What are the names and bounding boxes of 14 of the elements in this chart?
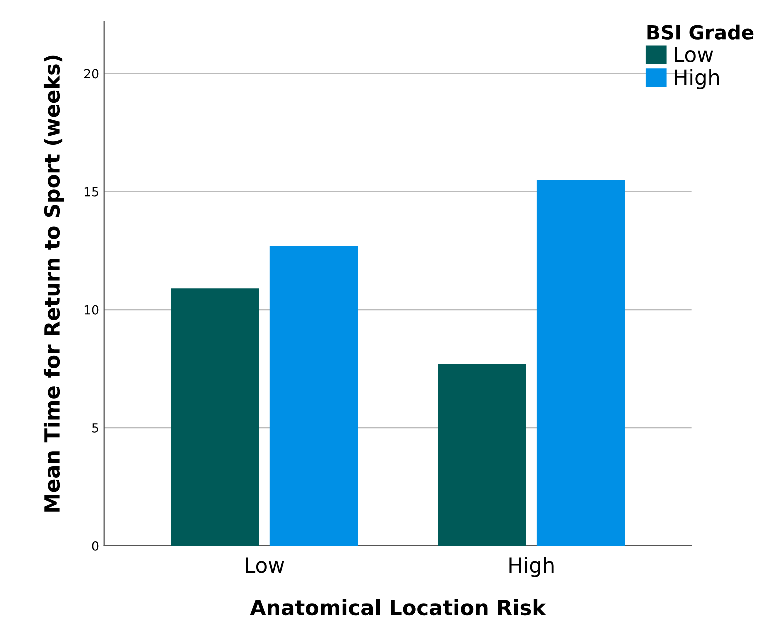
x-axis-title: Anatomical Location Risk <box>250 599 546 616</box>
bar <box>171 288 260 546</box>
legend-title: BSI Grade <box>648 24 754 40</box>
y-axis-title: Mean Time for Return to Sport (weeks) <box>44 56 64 512</box>
bar <box>438 364 526 546</box>
legend-label: Low <box>675 47 714 63</box>
y-tick-label: 0 <box>92 541 99 551</box>
y-tick-label: 5 <box>92 424 98 433</box>
legend-label: High <box>675 69 720 90</box>
bar <box>270 246 358 546</box>
y-tick-label: 20 <box>84 69 99 79</box>
y-tick-label: 15 <box>84 187 98 197</box>
bar <box>536 180 626 546</box>
y-tick-label: 10 <box>84 305 99 315</box>
